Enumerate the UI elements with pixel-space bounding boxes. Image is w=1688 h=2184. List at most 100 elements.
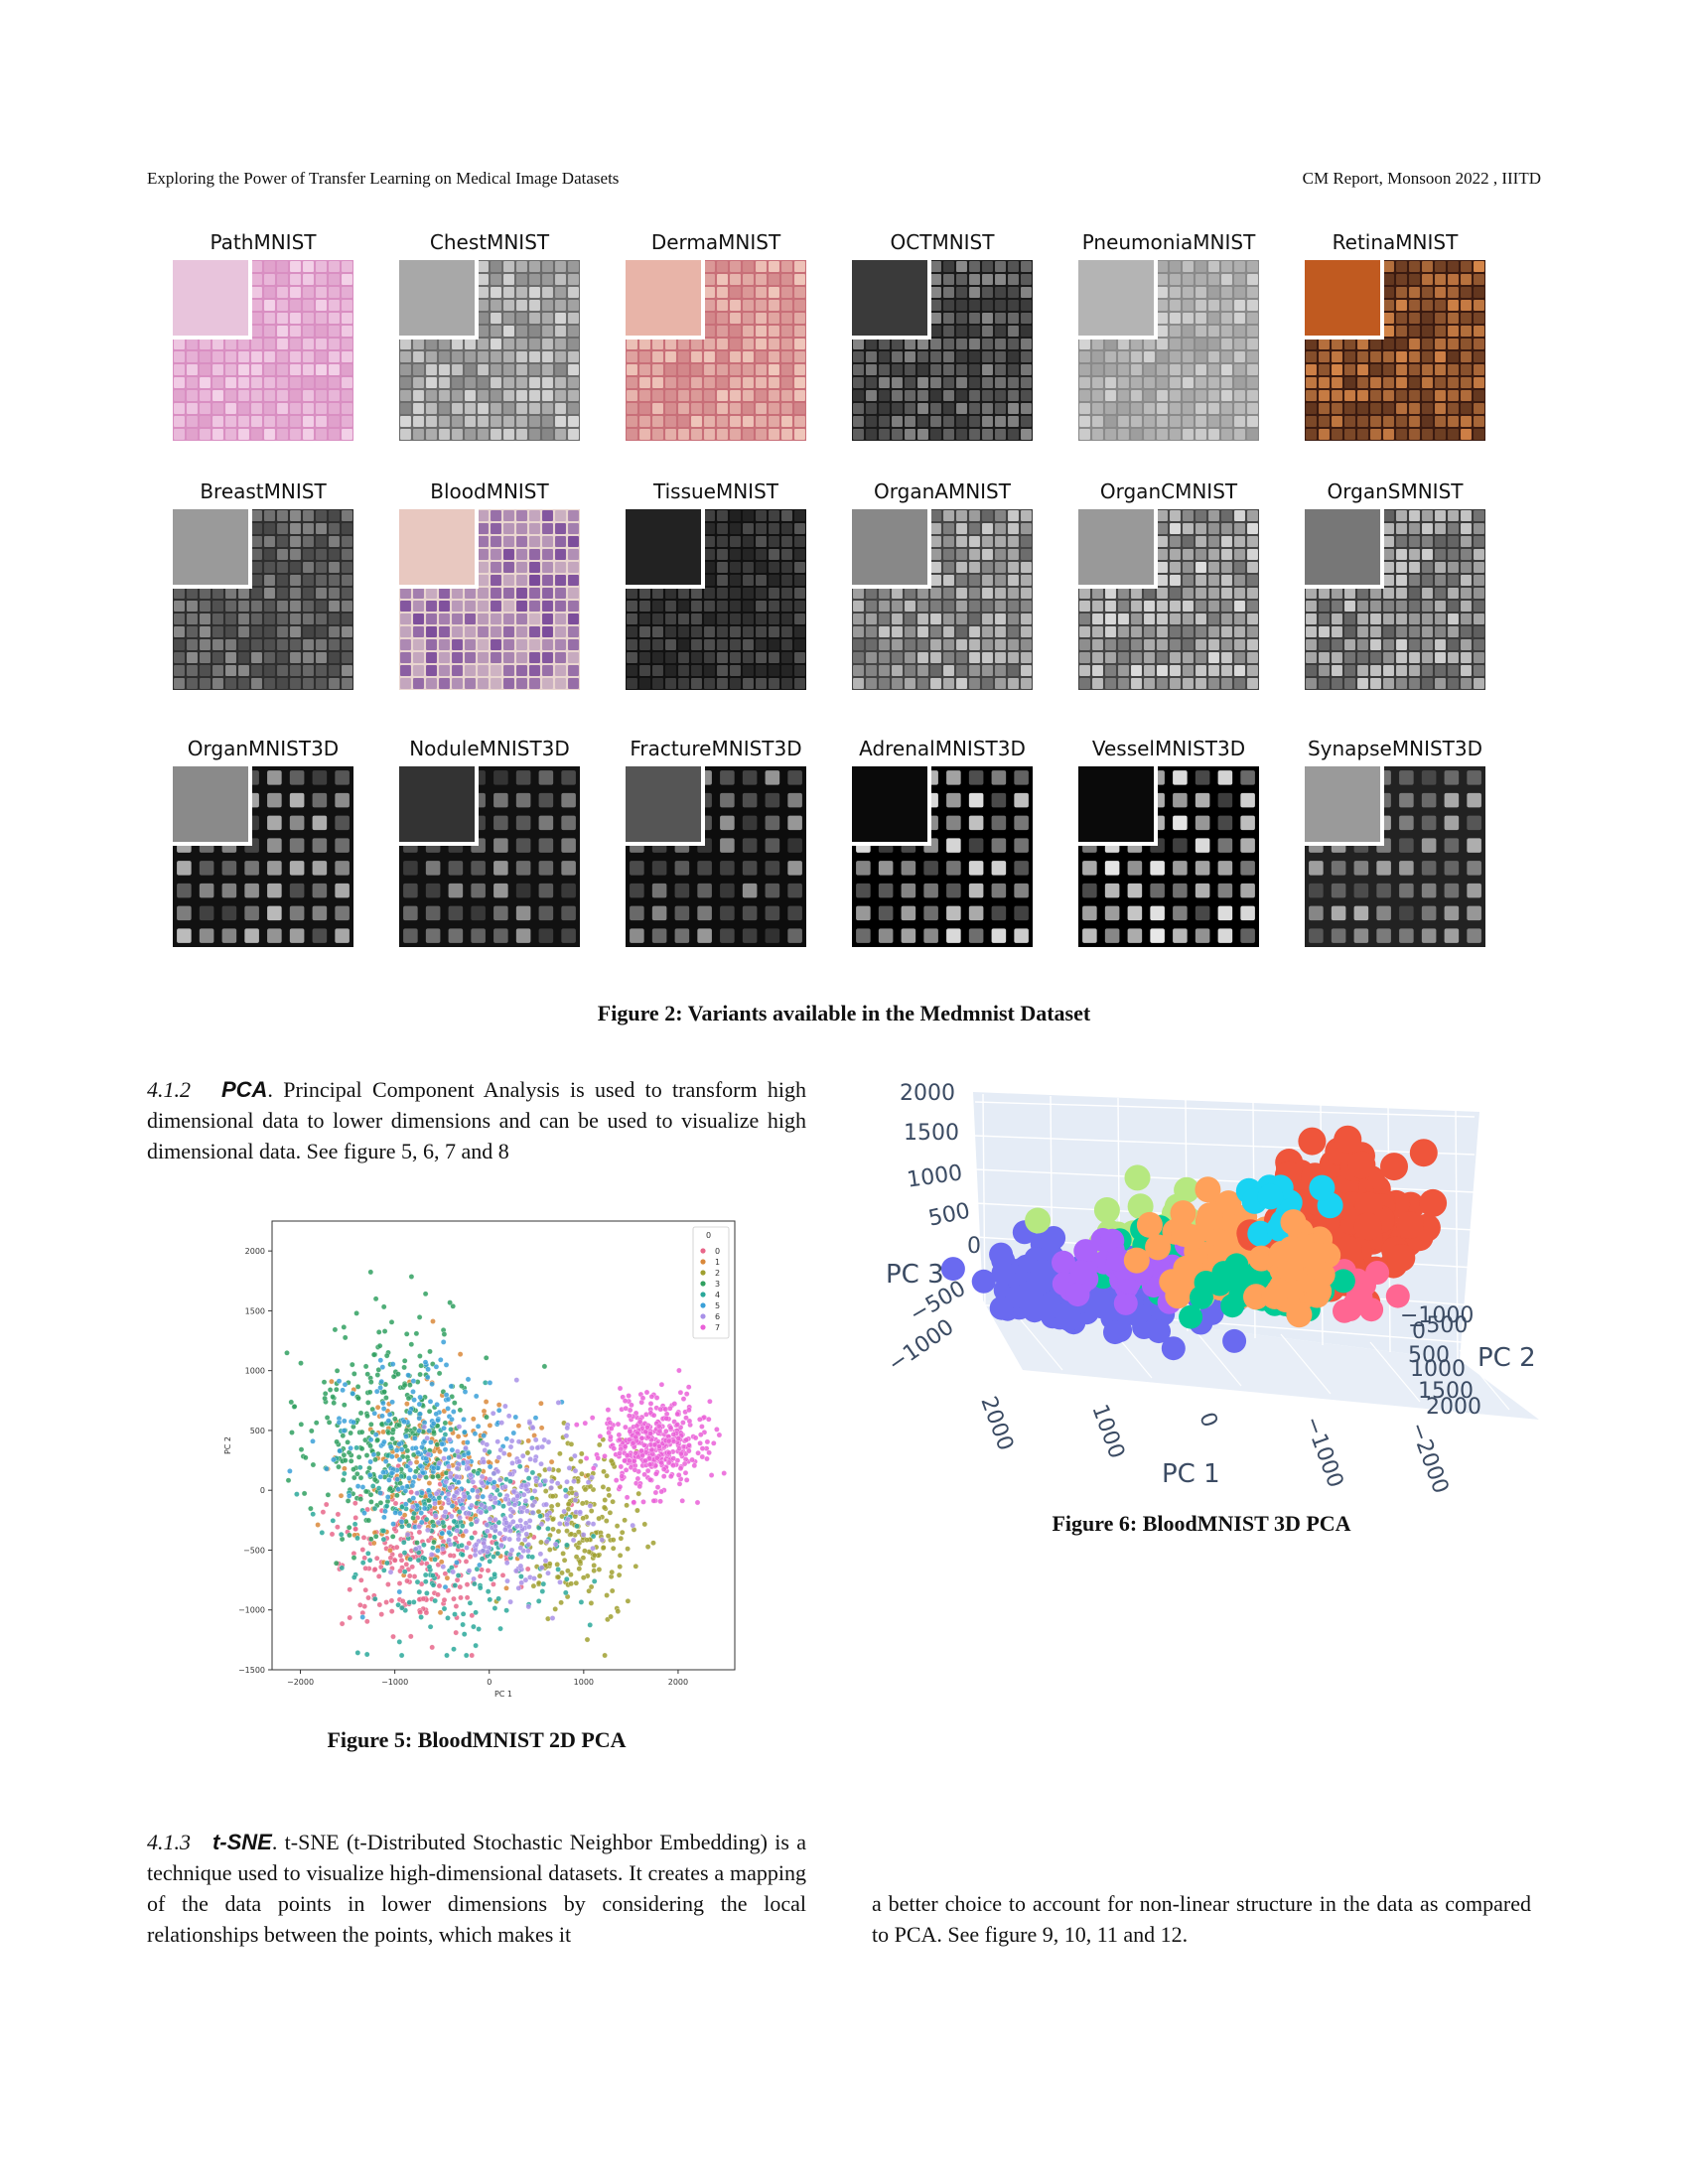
data-point-class-6 xyxy=(491,1484,497,1491)
data-point-class-5 xyxy=(336,1420,343,1426)
data-point-class-6 xyxy=(523,1467,530,1473)
data-point-class-2 xyxy=(535,1579,542,1586)
data-point-class-4 xyxy=(463,1652,470,1659)
data-point-class-3 xyxy=(354,1384,361,1390)
data-point-class-6 xyxy=(534,1444,541,1451)
data-point-class-7 xyxy=(654,1454,660,1461)
data-point-class-3 xyxy=(441,1331,448,1337)
data-point-class-3 xyxy=(371,1476,378,1483)
data-point-class-6 xyxy=(482,1447,489,1453)
y-tick-label: 500 xyxy=(250,1427,265,1435)
data-point-class-6 xyxy=(456,1424,463,1430)
variant-label-vesselmnist3d: VesselMNIST3D xyxy=(1091,737,1246,760)
data-point-class-3 xyxy=(289,1430,295,1435)
data-point-class-6 xyxy=(492,1523,498,1530)
data-point-class-7 xyxy=(699,1424,705,1430)
variant-label-octmnist: OCTMNIST xyxy=(890,230,995,254)
data-point-class-3 xyxy=(417,1371,423,1378)
data-point-class-6 xyxy=(510,1519,516,1525)
data-point-class-4 xyxy=(452,1611,458,1617)
data-point-class-5 xyxy=(439,1530,445,1537)
data-point-class-6 xyxy=(457,1515,463,1521)
data-point-class-3 xyxy=(381,1389,387,1395)
legend-entry: 7 xyxy=(715,1323,720,1332)
data-point-class-2 xyxy=(635,1490,641,1497)
data-point-class-0 xyxy=(378,1611,384,1617)
data-point-class-6 xyxy=(456,1453,462,1460)
data-point-class-6 xyxy=(525,1542,532,1548)
data-point-class-0 xyxy=(472,1530,479,1536)
data-point-class-2 xyxy=(545,1615,551,1622)
data-point-class-7 xyxy=(641,1441,647,1448)
data-point-class-7 xyxy=(689,1456,695,1463)
variant-montage-fracturemnist3d xyxy=(626,766,806,947)
data-point-class-7 xyxy=(608,1426,615,1432)
data-point-class-2 xyxy=(568,1441,575,1447)
data-point-class-3 xyxy=(407,1382,413,1388)
data-point-class-6 xyxy=(577,1509,583,1515)
data-point-class-6 xyxy=(517,1563,524,1570)
data-point-class-3 xyxy=(372,1456,378,1463)
data-point-class-4 xyxy=(395,1601,401,1608)
data-point-class-2 xyxy=(536,1572,543,1579)
data-point-class-3 xyxy=(374,1372,381,1378)
data-point-class-6 xyxy=(542,1558,549,1564)
data-point-class-2 xyxy=(610,1545,617,1552)
data-point-class-6 xyxy=(539,1443,545,1450)
data-point-class-6 xyxy=(475,1488,481,1494)
data-point xyxy=(1353,1212,1382,1241)
data-point-class-0 xyxy=(397,1553,404,1559)
data-point-class-4 xyxy=(411,1599,417,1605)
legend-box xyxy=(692,1226,730,1339)
data-point-class-7 xyxy=(678,1450,684,1457)
data-point-class-1 xyxy=(486,1459,492,1465)
data-point-class-2 xyxy=(560,1551,566,1557)
data-point xyxy=(1173,1255,1199,1282)
data-point-class-7 xyxy=(704,1438,711,1445)
data-point-class-0 xyxy=(417,1609,423,1615)
data-point-class-3 xyxy=(288,1399,295,1406)
data-point-class-4 xyxy=(319,1530,326,1536)
data-point-class-6 xyxy=(440,1564,447,1570)
data-point-class-7 xyxy=(666,1449,672,1456)
data-point xyxy=(1257,1183,1284,1210)
data-point-class-2 xyxy=(604,1518,610,1524)
data-point-class-0 xyxy=(323,1501,330,1508)
data-point-class-7 xyxy=(686,1418,693,1425)
variant-montage-pneumoniamnist xyxy=(1078,260,1259,441)
grid-line xyxy=(1459,1349,1510,1411)
data-point-class-3 xyxy=(284,1350,290,1356)
data-point-class-0 xyxy=(390,1633,396,1640)
data-point-class-3 xyxy=(348,1458,354,1464)
data-point-class-6 xyxy=(410,1504,416,1510)
data-point-class-3 xyxy=(447,1299,453,1305)
data-point-class-5 xyxy=(396,1440,402,1447)
data-point-class-5 xyxy=(466,1494,473,1501)
data-point-class-7 xyxy=(639,1452,645,1458)
data-point-class-4 xyxy=(432,1597,438,1604)
data-point-class-5 xyxy=(403,1433,409,1439)
variant-sample-inset xyxy=(1078,509,1158,589)
data-point-class-6 xyxy=(565,1516,571,1523)
data-point-class-6 xyxy=(587,1503,594,1509)
data-point-class-1 xyxy=(483,1399,490,1405)
pc1-tick-label: 2000 xyxy=(975,1394,1018,1454)
data-point-class-7 xyxy=(615,1421,622,1428)
data-point-class-3 xyxy=(410,1515,416,1521)
data-point-class-4 xyxy=(507,1478,513,1484)
data-point-class-6 xyxy=(548,1484,554,1491)
data-point-class-2 xyxy=(578,1458,584,1464)
data-point xyxy=(1220,1294,1245,1318)
data-point-class-3 xyxy=(363,1452,370,1458)
data-point-class-5 xyxy=(367,1436,374,1443)
data-point-class-7 xyxy=(626,1436,633,1443)
data-point-class-6 xyxy=(538,1521,545,1528)
data-point-class-7 xyxy=(627,1457,633,1464)
data-point-class-7 xyxy=(622,1398,629,1404)
data-point-class-7 xyxy=(675,1472,682,1478)
data-point-class-2 xyxy=(618,1535,625,1542)
data-point-class-6 xyxy=(501,1536,507,1542)
data-point xyxy=(1222,1328,1247,1353)
data-point-class-0 xyxy=(436,1582,443,1589)
data-point-class-7 xyxy=(633,1450,639,1456)
